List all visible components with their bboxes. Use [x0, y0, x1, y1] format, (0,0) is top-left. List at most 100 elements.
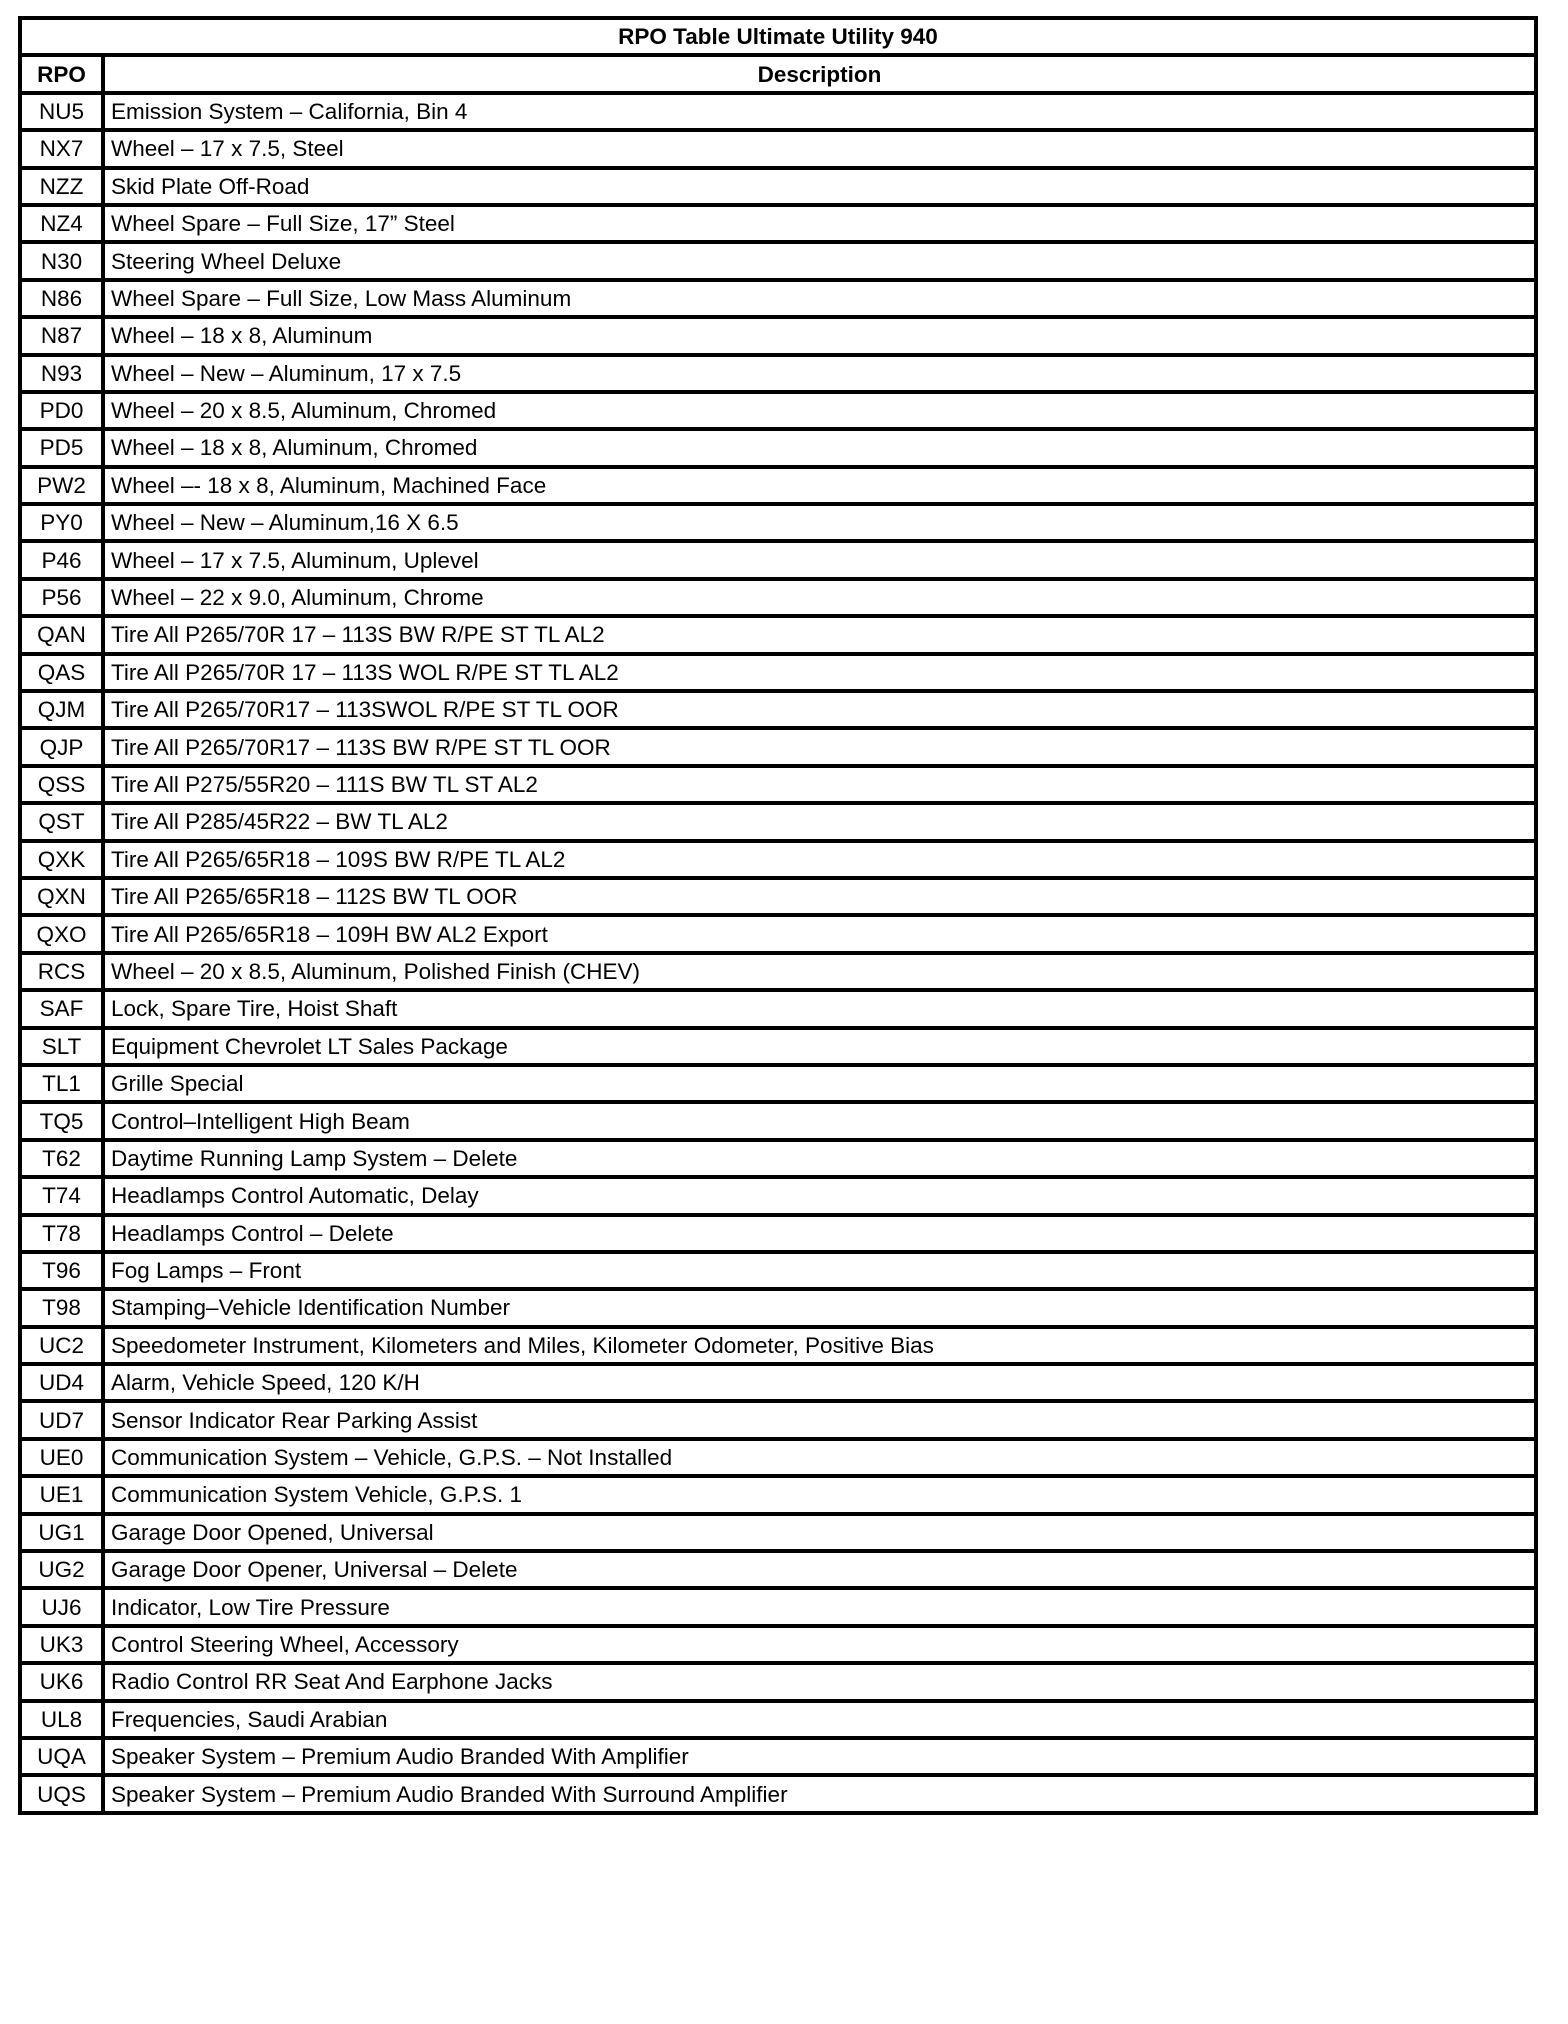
table-row: N87 Wheel – 18 x 8, Aluminum [18, 315, 1538, 357]
table-row: QST Tire All P285/45R22 – BW TL AL2 [18, 801, 1538, 843]
rpo-code-cell: QXO [18, 913, 105, 955]
table-row: T96 Fog Lamps – Front [18, 1249, 1538, 1292]
title-row: RPO Table Ultimate Utility 940 [18, 15, 1538, 58]
rpo-code-cell: NZ4 [18, 202, 105, 245]
description-cell: Tire All P265/65R18 – 112S BW TL OOR [101, 875, 1538, 918]
description-cell: Stamping–Vehicle Identification Number [101, 1287, 1538, 1329]
table-row: TL1 Grille Special [18, 1062, 1538, 1105]
rpo-code-cell: QST [18, 801, 105, 843]
table-row: PD0 Wheel – 20 x 8.5, Aluminum, Chromed [18, 389, 1538, 432]
description-cell: Wheel – 18 x 8, Aluminum [101, 315, 1538, 357]
rpo-table: RPO Table Ultimate Utility 940 RPO Descr… [18, 15, 1538, 1815]
rpo-code-cell: T62 [18, 1137, 105, 1180]
description-cell: Headlamps Control – Delete [101, 1212, 1538, 1254]
description-cell: Tire All P265/70R 17 – 113S WOL R/PE ST … [101, 651, 1538, 694]
rpo-code-cell: P56 [18, 576, 105, 619]
rpo-code-cell: UE1 [18, 1474, 105, 1516]
table-row: QJP Tire All P265/70R17 – 113S BW R/PE ST… [18, 726, 1538, 768]
description-cell: Control Steering Wheel, Accessory [101, 1623, 1538, 1666]
table-row: UK3 Control Steering Wheel, Accessory [18, 1623, 1538, 1666]
rpo-code-cell: N87 [18, 315, 105, 357]
rpo-code-cell: PW2 [18, 464, 105, 507]
rpo-code-cell: UG2 [18, 1548, 105, 1591]
description-cell: Wheel – New – Aluminum, 17 x 7.5 [101, 352, 1538, 394]
table-row: N86 Wheel Spare – Full Size, Low Mass Alu… [18, 277, 1538, 320]
rpo-code-cell: T78 [18, 1212, 105, 1254]
description-cell: Speedometer Instrument, Kilometers and M… [101, 1324, 1538, 1367]
description-cell: Wheel Spare – Full Size, Low Mass Alumin… [101, 277, 1538, 320]
rpo-code-cell: UK3 [18, 1623, 105, 1666]
rpo-code-cell: RCS [18, 950, 105, 993]
table-row: UQA Speaker System – Premium Audio Brande… [18, 1735, 1538, 1778]
column-header-description: Description [101, 53, 1538, 95]
description-cell: Wheel – New – Aluminum,16 X 6.5 [101, 502, 1538, 544]
description-cell: Speaker System – Premium Audio Branded W… [101, 1735, 1538, 1778]
description-cell: Grille Special [101, 1062, 1538, 1105]
description-cell: Steering Wheel Deluxe [101, 240, 1538, 282]
rpo-code-cell: UQS [18, 1773, 105, 1815]
description-cell: Communication System – Vehicle, G.P.S. –… [101, 1436, 1538, 1479]
table-row: UD7 Sensor Indicator Rear Parking Assist [18, 1399, 1538, 1441]
description-cell: Wheel – 17 x 7.5, Steel [101, 128, 1538, 170]
rpo-code-cell: T96 [18, 1249, 105, 1292]
description-cell: Wheel –- 18 x 8, Aluminum, Machined Face [101, 464, 1538, 507]
description-cell: Sensor Indicator Rear Parking Assist [101, 1399, 1538, 1441]
table-row: T74 Headlamps Control Automatic, Delay [18, 1175, 1538, 1217]
table-row: UG2 Garage Door Opener, Universal – Delet… [18, 1548, 1538, 1591]
table-row: QSS Tire All P275/55R20 – 111S BW TL ST A… [18, 763, 1538, 806]
rpo-code-cell: SAF [18, 988, 105, 1030]
rpo-code-cell: QSS [18, 763, 105, 806]
rpo-code-cell: N86 [18, 277, 105, 320]
rpo-code-cell: UC2 [18, 1324, 105, 1367]
table-row: QAN Tire All P265/70R 17 – 113S BW R/PE S… [18, 614, 1538, 656]
table-row: SLT Equipment Chevrolet LT Sales Package [18, 1025, 1538, 1067]
rpo-code-cell: UD7 [18, 1399, 105, 1441]
rpo-code-cell: UQA [18, 1735, 105, 1778]
table-row: NZ4 Wheel Spare – Full Size, 17” Steel [18, 202, 1538, 245]
description-cell: Frequencies, Saudi Arabian [101, 1698, 1538, 1740]
rpo-code-cell: UL8 [18, 1698, 105, 1740]
description-cell: Wheel – 20 x 8.5, Aluminum, Polished Fin… [101, 950, 1538, 993]
rpo-code-cell: PD0 [18, 389, 105, 432]
column-header-rpo: RPO [18, 53, 105, 95]
rpo-code-cell: P46 [18, 539, 105, 581]
table-row: UJ6 Indicator, Low Tire Pressure [18, 1586, 1538, 1628]
description-cell: Skid Plate Off-Road [101, 165, 1538, 207]
table-row: PY0 Wheel – New – Aluminum,16 X 6.5 [18, 502, 1538, 544]
description-cell: Tire All P265/70R17 – 113S BW R/PE ST TL… [101, 726, 1538, 768]
table-row: UL8 Frequencies, Saudi Arabian [18, 1698, 1538, 1740]
rpo-code-cell: PD5 [18, 427, 105, 469]
rpo-code-cell: QJM [18, 689, 105, 731]
description-cell: Indicator, Low Tire Pressure [101, 1586, 1538, 1628]
rpo-code-cell: NX7 [18, 128, 105, 170]
table-row: UE0 Communication System – Vehicle, G.P.S… [18, 1436, 1538, 1479]
description-cell: Tire All P265/65R18 – 109S BW R/PE TL AL… [101, 838, 1538, 881]
rpo-code-cell: NZZ [18, 165, 105, 207]
description-cell: Daytime Running Lamp System – Delete [101, 1137, 1538, 1180]
description-cell: Wheel – 17 x 7.5, Aluminum, Uplevel [101, 539, 1538, 581]
description-cell: Wheel – 20 x 8.5, Aluminum, Chromed [101, 389, 1538, 432]
table-row: T62 Daytime Running Lamp System – Delete [18, 1137, 1538, 1180]
description-cell: Speaker System – Premium Audio Branded W… [101, 1773, 1538, 1815]
rpo-code-cell: T98 [18, 1287, 105, 1329]
description-cell: Tire All P265/70R17 – 113SWOL R/PE ST TL… [101, 689, 1538, 731]
rpo-code-cell: N30 [18, 240, 105, 282]
description-cell: Radio Control RR Seat And Earphone Jacks [101, 1661, 1538, 1703]
table-row: T78 Headlamps Control – Delete [18, 1212, 1538, 1254]
table-row: NX7 Wheel – 17 x 7.5, Steel [18, 128, 1538, 170]
table-row: TQ5 Control–Intelligent High Beam [18, 1100, 1538, 1142]
rpo-code-cell: QXK [18, 838, 105, 881]
header-row: RPO Description [18, 53, 1538, 95]
rpo-code-cell: UG1 [18, 1511, 105, 1554]
table-row: PW2 Wheel –- 18 x 8, Aluminum, Machined F… [18, 464, 1538, 507]
description-cell: Alarm, Vehicle Speed, 120 K/H [101, 1362, 1538, 1404]
description-cell: Headlamps Control Automatic, Delay [101, 1175, 1538, 1217]
description-cell: Control–Intelligent High Beam [101, 1100, 1538, 1142]
table-row: UC2 Speedometer Instrument, Kilometers an… [18, 1324, 1538, 1367]
description-cell: Garage Door Opened, Universal [101, 1511, 1538, 1554]
table-row: P56 Wheel – 22 x 9.0, Aluminum, Chrome [18, 576, 1538, 619]
description-cell: Wheel Spare – Full Size, 17” Steel [101, 202, 1538, 245]
table-row: UE1 Communication System Vehicle, G.P.S. … [18, 1474, 1538, 1516]
rpo-code-cell: UE0 [18, 1436, 105, 1479]
rpo-code-cell: UJ6 [18, 1586, 105, 1628]
